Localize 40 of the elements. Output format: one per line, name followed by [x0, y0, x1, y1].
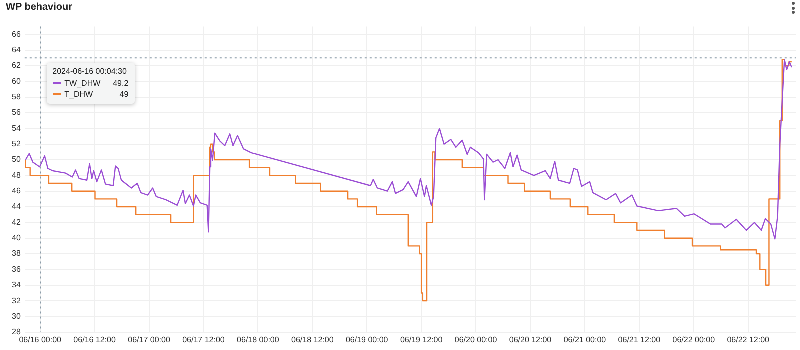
x-tick-label: 06/19 12:00 [400, 335, 444, 344]
y-tick-label: 66 [12, 30, 22, 39]
y-tick-label: 54 [12, 124, 22, 133]
y-tick-label: 44 [12, 202, 22, 212]
x-tick-label: 06/16 12:00 [74, 335, 116, 344]
y-tick-label: 40 [12, 234, 22, 243]
annotation: 49.2 [112, 78, 129, 89]
y-tick-label: 48 [12, 170, 22, 180]
x-tick-label: 06/20 12:00 [509, 335, 552, 344]
y-tick-label: 38 [12, 249, 22, 258]
y-tick-label: 30 [12, 312, 22, 321]
x-tick-label: 06/22 12:00 [727, 335, 770, 344]
y-tick-label: 60 [12, 76, 22, 86]
y-tick-label: 50 [12, 155, 22, 164]
x-tick-label: 06/21 00:00 [564, 335, 607, 344]
x-tick-label: 06/19 00:00 [346, 335, 389, 344]
y-tick-label: 46 [12, 186, 22, 196]
y-tick-label: 56 [12, 108, 22, 118]
y-tick-label: 36 [12, 264, 22, 274]
y-tick-label: 32 [12, 296, 22, 306]
x-tick-label: 06/17 00:00 [128, 335, 171, 344]
y-tick-label: 62 [12, 61, 22, 70]
y-tick-label: 52 [12, 140, 22, 149]
y-tick-label: 34 [12, 280, 22, 290]
legend-label: TW_DHW [64, 78, 102, 89]
legend-label: T_DHW [64, 88, 94, 100]
y-tick-label: 64 [12, 46, 22, 55]
y-tick-label: 58 [12, 92, 22, 102]
x-tick-label: 06/17 12:00 [182, 335, 226, 344]
annotation: 2024-06-16 00:04:30 [52, 66, 128, 76]
y-tick-label: 28 [12, 328, 22, 337]
x-tick-label: 06/18 00:00 [237, 335, 280, 344]
x-tick-label: 06/18 12:00 [292, 335, 334, 344]
x-tick-label: 06/16 00:00 [19, 335, 62, 344]
chart-title: WP behaviour [6, 2, 72, 13]
annotation: 49 [118, 88, 129, 100]
x-tick-label: 06/22 00:00 [672, 335, 716, 344]
x-tick-label: 06/21 12:00 [618, 335, 662, 344]
y-tick-label: 42 [12, 218, 22, 227]
x-tick-label: 06/20 00:00 [454, 335, 498, 344]
